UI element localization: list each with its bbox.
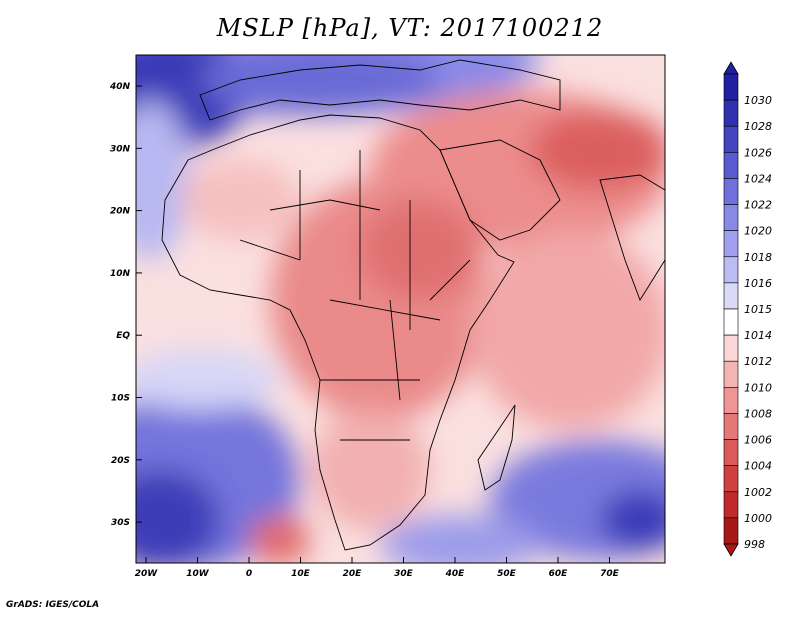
arabia-coastline — [439, 139, 561, 241]
border-lines — [239, 150, 471, 441]
colorbar-label: 1030 — [744, 94, 772, 107]
europe-coastline — [199, 59, 561, 121]
colorbar-swatch — [723, 178, 739, 205]
coastlines — [161, 59, 665, 551]
colorbar-swatch — [723, 360, 739, 388]
colorbar-label: 1012 — [744, 355, 772, 368]
lat-label: 20N — [110, 207, 131, 217]
colorbar-label: 1028 — [744, 120, 772, 133]
colorbar-label: 1020 — [744, 225, 772, 238]
colorbar-swatch — [723, 204, 739, 231]
colorbar-label: 1000 — [744, 512, 772, 525]
lat-label: 20S — [111, 456, 130, 466]
africa-coastline — [161, 114, 515, 551]
colorbar-label: 1026 — [744, 146, 772, 159]
colorbar-swatch — [723, 465, 739, 493]
colorbar-swatch — [723, 230, 739, 258]
lat-label: 30S — [111, 518, 130, 528]
colorbar-label: 1004 — [744, 460, 772, 473]
india-coastline — [599, 174, 665, 302]
lon-label: 20W — [135, 569, 159, 579]
lat-label: 40N — [109, 82, 131, 92]
colorbar-swatch — [723, 413, 739, 440]
lat-label: 10S — [111, 394, 130, 404]
colorbar-swatch — [723, 308, 739, 336]
lon-label: 20E — [343, 569, 363, 579]
map-title: MSLP [hPa], VT: 2017100212 — [216, 14, 604, 42]
colorbar-label: 1022 — [744, 199, 772, 212]
colorbar-swatch — [723, 334, 739, 362]
colorbar-swatch — [723, 99, 739, 127]
colorbar-label: 998 — [744, 538, 765, 551]
colorbar-swatch — [723, 152, 739, 179]
colorbar-swatch — [723, 282, 739, 310]
colorbar-label: 1006 — [744, 434, 772, 447]
colorbar-label: 1008 — [744, 407, 772, 420]
colorbar-label: 1014 — [744, 329, 772, 342]
colorbar-label: 1024 — [744, 172, 772, 185]
colorbar-swatch — [723, 491, 739, 519]
lon-label: 60E — [549, 569, 569, 579]
colorbar-label: 1010 — [744, 381, 772, 394]
colorbar-top-arrow — [723, 61, 739, 75]
colorbar-label: 1015 — [744, 303, 772, 316]
pressure-field — [136, 55, 665, 563]
colorbar-swatch — [723, 125, 739, 153]
credit-label: GrADS: IGES/COLA — [6, 600, 100, 610]
colorbar-label: 1002 — [744, 486, 772, 499]
lon-label: 10W — [186, 569, 210, 579]
map-frame — [135, 54, 666, 564]
colorbar-swatch — [723, 439, 739, 466]
colorbar: 1030 1028 1026 1024 1022 1020 1018 1016 1015 1014… — [723, 61, 772, 557]
lat-label: EQ — [116, 331, 130, 341]
colorbar-swatch — [723, 256, 739, 284]
lon-label: 0 — [246, 569, 252, 579]
lon-label: 30E — [394, 569, 414, 579]
lon-label: 70E — [600, 569, 620, 579]
colorbar-swatch — [723, 387, 739, 414]
latitude-axis: 40N 30N 20N 10N EQ 10S 20S 30S — [109, 82, 142, 528]
madagascar-coastline — [477, 404, 516, 491]
colorbar-swatch — [723, 73, 739, 101]
lon-label: 40E — [445, 569, 466, 579]
colorbar-swatch — [723, 517, 739, 545]
lon-label: 50E — [497, 569, 517, 579]
colorbar-label: 1016 — [744, 277, 772, 290]
lat-label: 30N — [110, 144, 131, 154]
colorbar-label: 1018 — [744, 251, 772, 264]
colorbar-bottom-arrow — [723, 543, 739, 557]
lat-label: 10N — [110, 269, 131, 279]
lon-label: 10E — [291, 569, 311, 579]
longitude-axis: 20W 10W 0 10E 20E 30E 40E 50E 60E 70E — [135, 557, 620, 579]
